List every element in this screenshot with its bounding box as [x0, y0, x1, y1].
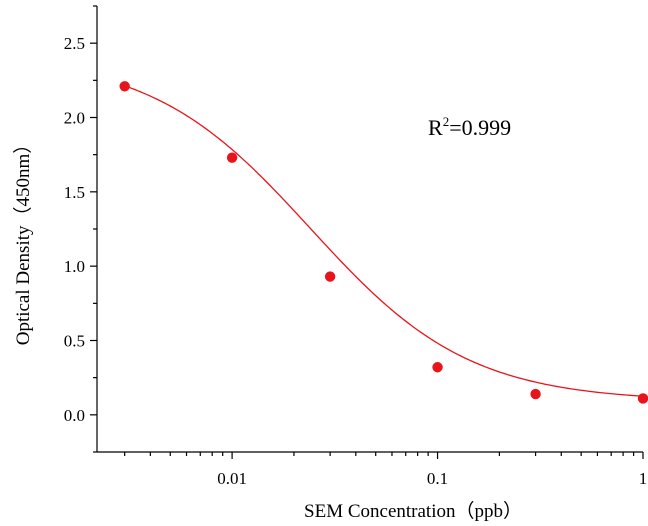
y-tick-label: 0.5: [64, 332, 85, 351]
data-points-group: [119, 81, 648, 404]
data-point: [324, 271, 336, 282]
data-point: [637, 393, 648, 404]
x-ticks-group: 0.01 0.1 1: [124, 452, 648, 488]
x-tick-label: 0.1: [427, 469, 448, 488]
axes-group: [96, 6, 643, 453]
y-ticks-group: 0.0 0.5 1.0 1.5 2.0 2.5: [64, 5, 97, 453]
r-squared-base: R: [428, 115, 443, 140]
y-tick-label: 0.0: [64, 406, 85, 425]
y-tick-label: 2.0: [64, 109, 85, 128]
x-tick-label: 0.01: [217, 469, 247, 488]
data-point: [432, 362, 443, 373]
data-point: [530, 388, 541, 400]
fit-curve: [124, 85, 644, 397]
data-point: [226, 152, 238, 163]
y-axis-title: Optical Density（450nm）: [12, 135, 34, 346]
x-axis-title: SEM Concentration（ppb）: [304, 500, 522, 522]
y-tick-label: 2.5: [64, 34, 85, 53]
data-point: [119, 81, 130, 92]
r-squared-value: =0.999: [449, 115, 511, 140]
x-tick-label: 1: [639, 469, 648, 488]
r-squared-annotation: R2=0.999: [428, 114, 511, 140]
y-tick-label: 1.0: [64, 257, 85, 276]
r-squared-superscript: 2: [443, 114, 450, 129]
y-tick-label: 1.5: [64, 183, 85, 202]
